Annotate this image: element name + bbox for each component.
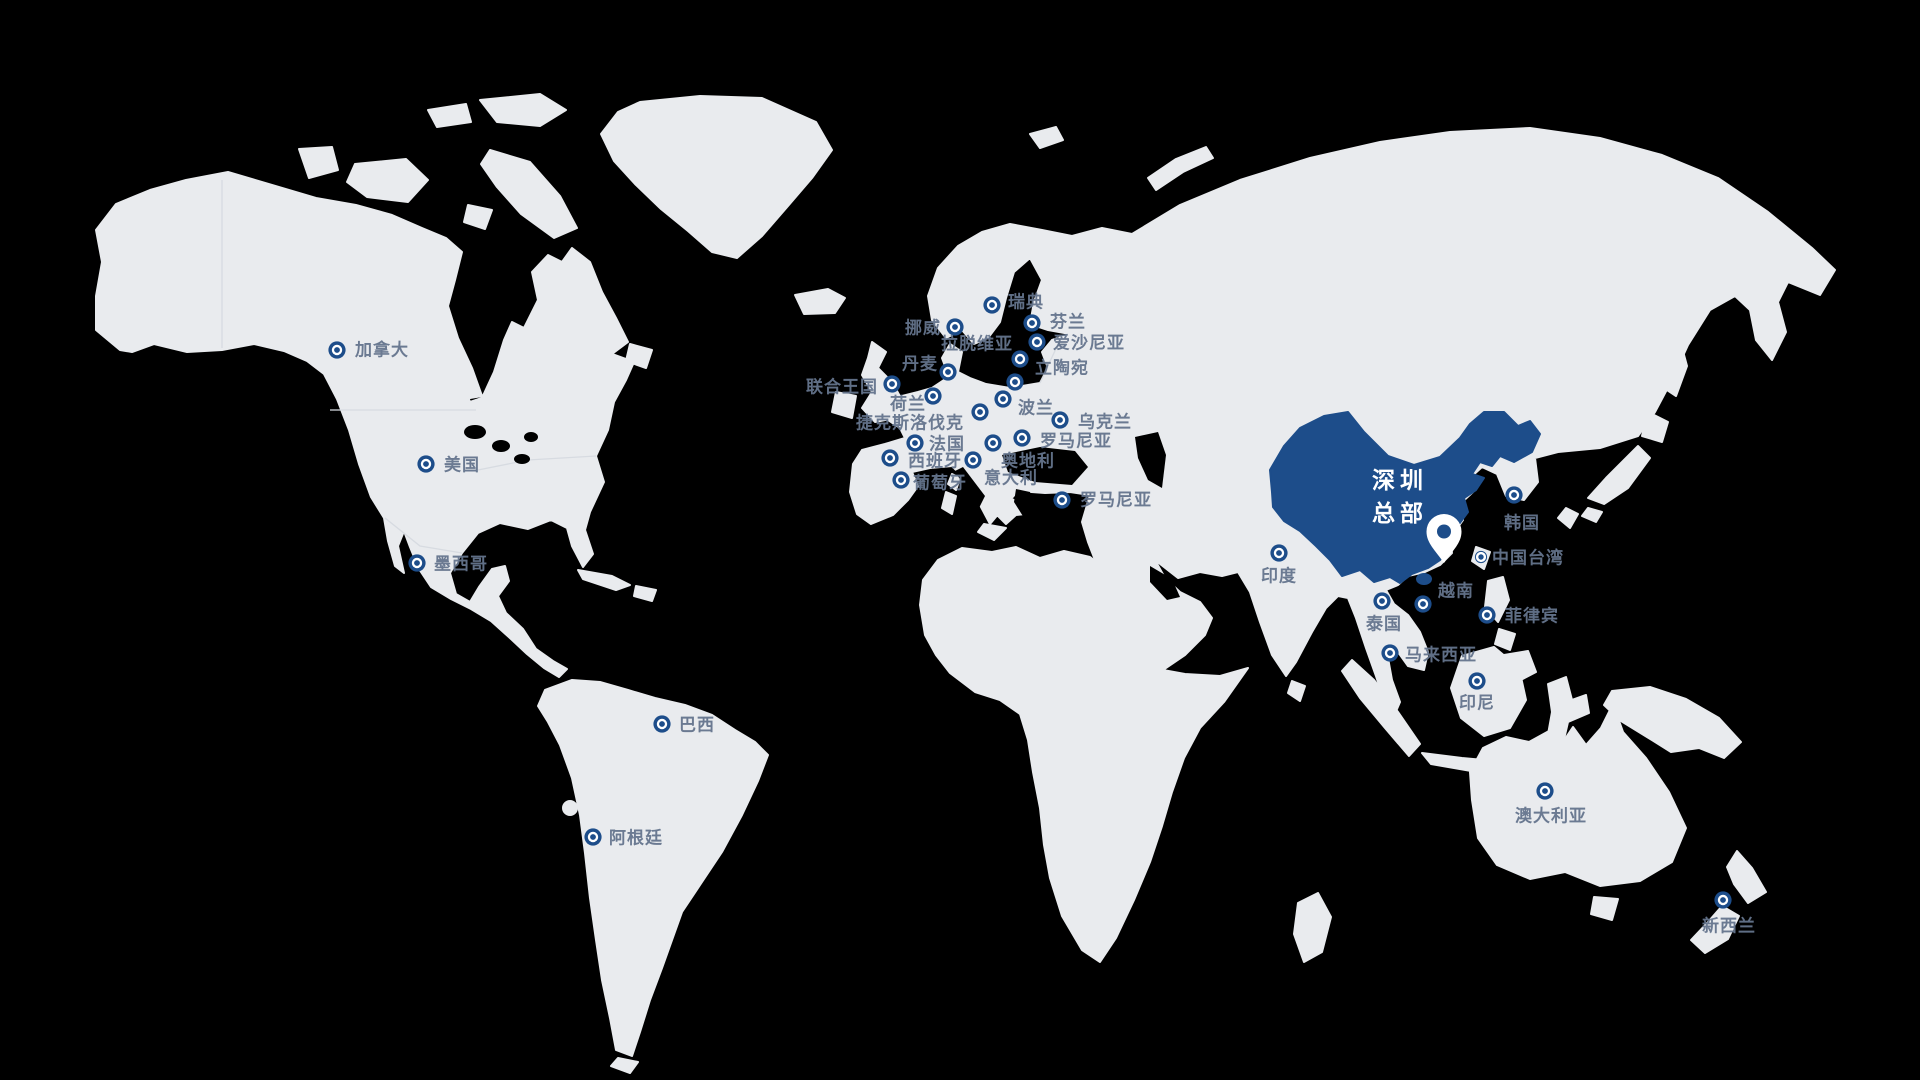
location-marker-india	[1270, 544, 1288, 562]
location-marker-australia	[1536, 782, 1554, 800]
location-label-denmark: 丹麦	[902, 354, 938, 374]
location-marker-usa	[417, 455, 435, 473]
location-label-estonia: 爱沙尼亚	[1053, 333, 1125, 353]
location-marker-thailand	[1373, 592, 1391, 610]
location-label-indonesia: 印尼	[1459, 694, 1495, 713]
location-marker-argentina	[584, 828, 602, 846]
location-marker-ukraine	[1051, 411, 1069, 429]
location-marker-poland	[994, 390, 1012, 408]
location-label-austria: 奥地利	[1001, 451, 1055, 471]
hq-title-line2: 总部	[1372, 500, 1428, 526]
location-label-mexico: 墨西哥	[434, 555, 488, 574]
continents-landmass	[95, 93, 1836, 1074]
location-marker-new-zealand	[1714, 891, 1732, 909]
sea-overlays	[464, 425, 1180, 600]
location-marker-france	[906, 434, 924, 452]
new-zealand-shape	[1726, 850, 1767, 904]
location-label-norway: 挪威	[905, 318, 941, 338]
location-label-lithuania: 立陶宛	[1035, 358, 1089, 378]
location-marker-portugal	[892, 471, 910, 489]
australia-shape	[1469, 703, 1687, 887]
location-marker-sweden	[983, 296, 1001, 314]
location-marker-indonesia	[1468, 672, 1486, 690]
location-label-france: 法国	[929, 434, 965, 454]
hq-title-line1: 深圳	[1372, 467, 1428, 493]
location-marker-taiwan-china	[1474, 550, 1488, 564]
location-marker-italy	[964, 451, 982, 469]
location-label-spain: 西班牙	[908, 452, 962, 471]
location-label-finland: 芬兰	[1049, 312, 1086, 332]
location-marker-netherlands	[924, 387, 942, 405]
location-markers-layer	[328, 296, 1732, 909]
location-label-poland: 波兰	[1018, 398, 1054, 418]
location-label-latvia: 拉脱维亚	[941, 334, 1013, 354]
location-marker-finland	[1023, 314, 1041, 332]
headquarters-layer: 深圳总部	[1372, 467, 1462, 563]
location-label-romania-1: 罗马尼亚	[1040, 432, 1112, 451]
iceland-shape	[794, 288, 846, 315]
location-label-new-zealand: 新西兰	[1702, 916, 1756, 936]
hq-title: 深圳总部	[1372, 467, 1428, 526]
black-sea-shape	[1002, 447, 1088, 485]
japan-shape	[1641, 411, 1669, 443]
location-label-romania-2: 罗马尼亚	[1080, 491, 1152, 510]
location-marker-romania-2	[1053, 491, 1071, 509]
location-label-sweden: 瑞典	[1008, 292, 1044, 312]
location-marker-estonia	[1028, 333, 1046, 351]
north-america-shape	[95, 171, 635, 678]
location-label-argentina: 阿根廷	[609, 828, 663, 848]
location-label-philippines: 菲律宾	[1505, 606, 1559, 626]
china-highlight	[1269, 411, 1541, 585]
hq-pin-hole	[1437, 524, 1451, 539]
location-label-thailand: 泰国	[1366, 614, 1402, 634]
location-label-ukraine: 乌克兰	[1078, 412, 1132, 432]
africa-shape	[919, 546, 1249, 963]
location-marker-romania-1	[1013, 429, 1031, 447]
location-marker-norway	[946, 318, 964, 336]
location-label-australia: 澳大利亚	[1515, 806, 1587, 826]
location-marker-brazil	[653, 715, 671, 733]
location-marker-vietnam	[1414, 595, 1432, 613]
location-label-portugal: 葡萄牙	[912, 473, 967, 493]
location-label-netherlands: 荷兰	[890, 394, 926, 414]
location-marker-austria	[984, 434, 1002, 452]
location-marker-philippines	[1478, 606, 1496, 624]
location-marker-denmark	[939, 363, 957, 381]
location-marker-canada	[328, 341, 346, 359]
madagascar-shape	[1293, 892, 1332, 963]
location-marker-mexico	[408, 554, 426, 572]
location-marker-spain	[881, 449, 899, 467]
location-marker-united-kingdom	[883, 375, 901, 393]
location-label-united-kingdom: 联合王国	[806, 377, 878, 397]
location-marker-lithuania	[1006, 373, 1024, 391]
location-marker-malaysia	[1381, 644, 1399, 662]
location-label-italy: 意大利	[984, 468, 1038, 488]
location-label-taiwan-china: 中国台湾	[1492, 548, 1564, 568]
south-america-shape	[537, 679, 769, 1057]
location-label-south-korea: 韩国	[1504, 513, 1540, 533]
location-label-czechoslovakia: 捷克斯洛伐克	[856, 413, 964, 433]
location-marker-czechoslovakia	[971, 403, 989, 421]
hainan-island-shape	[1416, 573, 1432, 585]
location-label-india: 印度	[1261, 566, 1297, 586]
greenland-shape	[600, 95, 833, 259]
location-label-canada: 加拿大	[354, 340, 409, 360]
location-label-brazil: 巴西	[679, 716, 715, 735]
caspian-sea-shape	[1135, 432, 1166, 488]
location-marker-south-korea	[1505, 486, 1523, 504]
location-label-usa: 美国	[444, 455, 480, 475]
location-marker-latvia	[1011, 350, 1029, 368]
china-shape	[1269, 411, 1541, 584]
location-label-vietnam: 越南	[1437, 581, 1474, 601]
location-label-malaysia: 马来西亚	[1405, 645, 1477, 665]
